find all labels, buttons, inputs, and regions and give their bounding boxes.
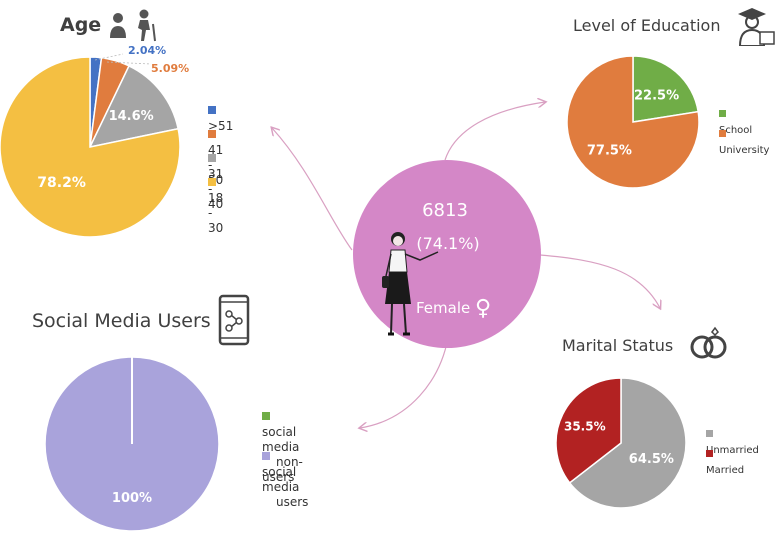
education-pie-slice-0 <box>632 55 700 123</box>
female-count: 6813 <box>422 200 468 221</box>
graduate-icon <box>738 8 775 46</box>
education-chart-title: Level of Education <box>573 16 721 35</box>
age-pie-slice-3 <box>0 56 180 238</box>
age-pie-label-2: 14.6% <box>109 109 154 124</box>
social-media-chart-title: Social Media Users <box>32 310 211 332</box>
age-leader-lines <box>95 53 152 65</box>
legend-swatch-school <box>719 110 726 117</box>
age-label-gt51: 2.04% <box>128 44 167 57</box>
smartphone-share-icon <box>218 294 250 346</box>
age-pie-label-3: 78.2% <box>37 175 86 191</box>
legend-swatch-41-50 <box>208 130 216 138</box>
marital-pie-slice-0 <box>568 377 687 509</box>
legend-label-school: School <box>719 125 753 136</box>
social-pie-label-1: 100% <box>112 491 152 506</box>
education-pie-label-0: 22.5% <box>634 88 679 103</box>
legend-label-social-non-users-1: social media <box>262 425 300 454</box>
marital-pie-label-1: 35.5% <box>564 419 606 433</box>
age-pie-chart: 14.6% 78.2% <box>0 56 180 238</box>
legend-item-social-users: social media users <box>262 450 308 510</box>
female-percent: (74.1%) <box>416 234 480 253</box>
legend-swatch-social-users <box>262 452 270 460</box>
marital-pie-chart: 64.5% 35.5% <box>555 377 687 509</box>
legend-swatch-18-30 <box>208 178 216 186</box>
legend-swatch-31-40 <box>208 154 216 162</box>
marital-pie-label-0: 64.5% <box>629 452 674 467</box>
legend-item-unmarried: Unmarried <box>706 428 759 458</box>
legend-label-gt51: >51 <box>208 119 234 133</box>
legend-item-18-30: 18 - 30 <box>208 176 223 236</box>
marital-chart-title: Marital Status <box>562 336 674 355</box>
legend-item-31-40: 31 - 40 <box>208 152 223 212</box>
education-pie-label-1: 77.5% <box>587 144 632 159</box>
legend-label-18-30: 18 - 30 <box>208 191 224 235</box>
legend-label-university: University <box>719 145 770 156</box>
legend-item-gt51: >51 <box>208 104 233 134</box>
legend-swatch-married <box>706 450 713 457</box>
legend-swatch-unmarried <box>706 430 713 437</box>
age-people-icon <box>110 9 156 42</box>
legend-item-social-non-users: social media non-users <box>262 410 303 485</box>
legend-label-social-users-2: users <box>276 495 309 509</box>
legend-label-31-40: 31 - 40 <box>208 167 224 211</box>
legend-item-married: Married <box>706 448 744 478</box>
arrow-to-marital <box>539 254 660 308</box>
arrow-to-age <box>272 128 353 251</box>
wedding-rings-icon <box>690 326 727 359</box>
legend-label-social-users-1: social media <box>262 465 300 494</box>
legend-label-married: Married <box>706 465 745 476</box>
female-label-text: Female <box>416 299 471 317</box>
female-label: Female ♀ <box>416 296 491 321</box>
legend-swatch-university <box>719 130 726 137</box>
legend-item-university: University <box>719 128 769 158</box>
legend-label-unmarried: Unmarried <box>706 445 759 456</box>
age-pie-slice-2 <box>88 64 180 149</box>
education-pie-chart: 22.5% 77.5% <box>566 55 700 189</box>
marital-pie-slice-1 <box>555 377 622 484</box>
arrow-to-social <box>360 337 449 428</box>
social-media-pie-chart: 100% <box>44 356 220 532</box>
age-chart-title: Age <box>60 14 102 36</box>
legend-label-social-non-users-2: non-users <box>262 455 303 484</box>
education-pie-slice-1 <box>566 55 700 189</box>
female-symbol-icon: ♀ <box>475 296 492 321</box>
arrow-to-education <box>444 102 545 161</box>
woman-figure-icon <box>382 232 439 336</box>
legend-item-school: School <box>719 108 752 138</box>
age-label-41-50: 5.09% <box>151 62 190 75</box>
legend-swatch-social-non-users <box>262 412 270 420</box>
female-summary-circle <box>353 160 541 348</box>
legend-swatch-gt51 <box>208 106 216 114</box>
